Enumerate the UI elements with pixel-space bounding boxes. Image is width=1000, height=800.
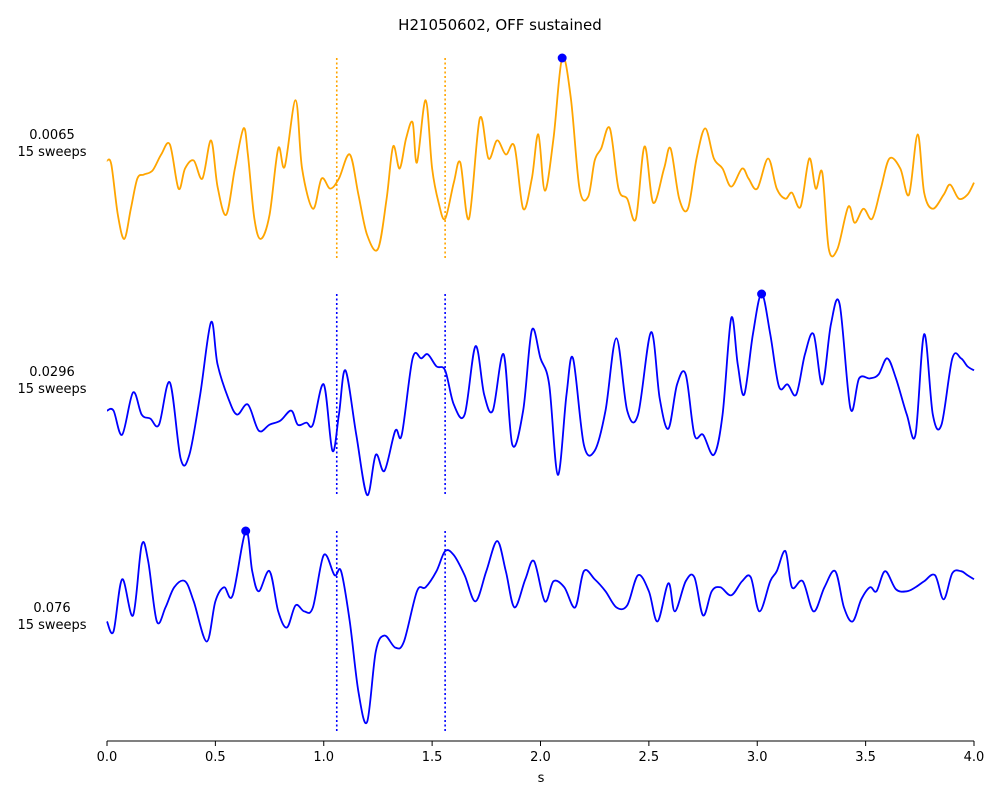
x-tick-label: 3.5: [855, 750, 876, 765]
series-label-sweeps: 15 sweeps: [17, 145, 86, 160]
panel-markers: [335, 58, 446, 259]
series-label-sweeps: 15 sweeps: [17, 382, 86, 397]
peak-marker: [241, 526, 251, 536]
series-label-sweeps: 15 sweeps: [17, 618, 86, 633]
x-tick-label: 1.0: [313, 750, 334, 765]
panel-markers: [335, 531, 446, 732]
series-line: [106, 530, 975, 725]
x-axis-label: s: [538, 771, 545, 786]
x-tick-label: 2.5: [639, 750, 660, 765]
x-ticks: 0.0 0.5 1.0 1.5 2.0 2.5 3.0 3.5 4.0: [97, 741, 985, 765]
x-axis: 0.0 0.5 1.0 1.5 2.0 2.5 3.0 3.5 4.0 s: [97, 740, 985, 786]
peak-marker: [557, 53, 567, 63]
x-tick-label: 0.5: [205, 750, 226, 765]
panel-markers: [335, 294, 446, 495]
series-line: [106, 56, 975, 258]
series-label-value: 0.0065: [29, 128, 75, 143]
x-tick-label: 3.0: [747, 750, 768, 765]
series-line: [106, 293, 975, 496]
series-label-value: 0.076: [33, 601, 70, 616]
x-tick-label: 2.0: [530, 750, 551, 765]
panel-0: 0.0065 15 sweeps: [17, 53, 975, 259]
chart-title: H21050602, OFF sustained: [398, 16, 602, 34]
panel-2: 0.076 15 sweeps: [17, 526, 975, 732]
x-tick-label: 0.0: [97, 750, 118, 765]
series-label-value: 0.0296: [29, 365, 75, 380]
x-tick-label: 1.5: [422, 750, 443, 765]
peak-marker: [757, 289, 767, 299]
x-tick-label: 4.0: [964, 750, 985, 765]
panel-1: 0.0296 15 sweeps: [17, 289, 975, 496]
